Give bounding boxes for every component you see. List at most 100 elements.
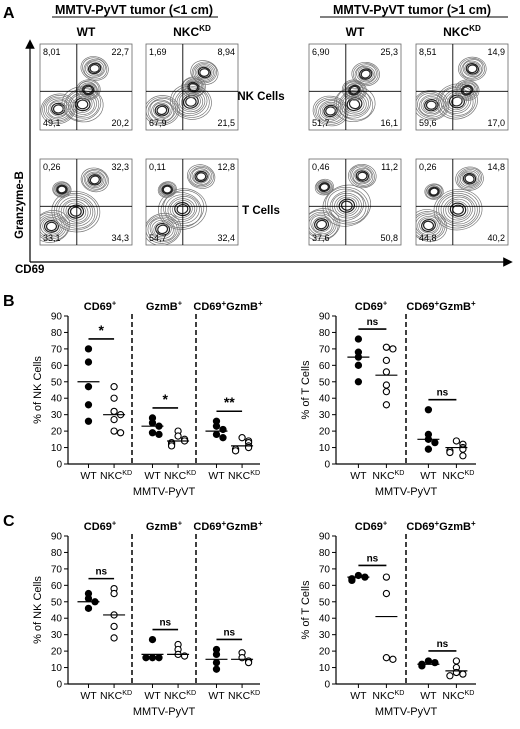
contour-ring	[157, 224, 169, 235]
y-tick-label: 90	[319, 312, 331, 323]
contour-ring	[462, 172, 477, 185]
contour-ring	[161, 184, 173, 195]
y-tick-label: 50	[319, 377, 331, 388]
quadrant-ur: 22,7	[111, 47, 129, 57]
contour-ring	[458, 56, 487, 81]
section-title: CD69+	[84, 299, 117, 313]
quadrant-ll: 33,1	[43, 233, 61, 243]
contour-ring	[425, 100, 437, 110]
data-point-nkc	[459, 452, 467, 460]
y-tick-label: 20	[319, 427, 331, 438]
significance-label: *	[99, 322, 105, 338]
contour-ring	[461, 171, 478, 186]
section-title: CD69+GzmB+	[406, 519, 476, 533]
y-tick-label: 30	[51, 630, 63, 641]
contour-ring	[63, 200, 89, 223]
quadrant-ur: 8,94	[217, 47, 235, 57]
contour-ring	[445, 198, 471, 221]
contour-ring	[45, 98, 71, 120]
data-point-nkc	[452, 657, 461, 665]
contour-ring	[76, 99, 89, 110]
quadrant-ul: 0,26	[43, 162, 61, 172]
contour-ring	[416, 212, 444, 239]
quadrant-ul: 8,01	[43, 47, 61, 57]
significance-label: ns	[95, 567, 107, 578]
contour-ring	[49, 101, 68, 117]
contour-ring	[451, 96, 463, 107]
data-point-wt	[431, 438, 439, 447]
contour-density	[40, 167, 109, 243]
y-tick-label: 80	[51, 548, 63, 559]
contour-ring	[315, 179, 333, 195]
y-tick-label: 30	[51, 410, 63, 421]
contour-ring	[340, 91, 369, 117]
contour-ring	[316, 180, 332, 194]
data-point-nkc	[110, 634, 118, 642]
contour-ring	[146, 95, 180, 126]
quadrant-ul: 0,26	[419, 162, 437, 172]
significance-label: ns	[437, 388, 449, 399]
data-point-wt	[212, 658, 221, 667]
contour-ring	[416, 90, 450, 121]
contour-ring	[184, 79, 202, 95]
section-title: CD69+	[355, 299, 388, 313]
contour-ring	[459, 58, 486, 80]
contour-ring	[419, 217, 438, 234]
contour-ring	[63, 88, 102, 121]
contour-ring	[196, 65, 213, 80]
significance-label: ns	[367, 553, 379, 564]
contour-ring	[156, 105, 168, 116]
contour-ring	[314, 178, 334, 196]
contour-ring	[181, 93, 201, 111]
contour-ring	[191, 168, 211, 185]
row-label-t: T Cells	[242, 205, 280, 217]
quadrant-ur: 14,8	[487, 162, 505, 172]
contour-ring	[194, 64, 214, 81]
contour-ring	[193, 169, 210, 184]
contour-ring	[459, 83, 475, 97]
y-tick-label: 70	[51, 344, 63, 355]
quadrant-ur: 32,3	[111, 162, 129, 172]
x-tick-label-nkc: NKCKD	[372, 469, 404, 482]
contour-ring	[199, 68, 210, 77]
y-tick-label: 70	[51, 564, 63, 575]
contour-ring	[189, 167, 213, 187]
data-point-wt	[424, 657, 433, 665]
dot-plot-B-ofnkcells: 0 10 20 30 40 50 60 70 80 90 % of NK Cells CD69+ * WT…	[32, 299, 263, 498]
contour-ring	[40, 210, 71, 243]
facs-plot-r0-c2: 6,90 25,3 51,7 16,1	[308, 43, 402, 131]
contour-ring	[160, 189, 205, 229]
data-point-nkc	[382, 343, 391, 351]
facs-plot-r0-c3: 8,51 14,9 59,6 17,0	[415, 43, 509, 131]
data-point-nkc	[110, 427, 118, 435]
quadrant-ul: 0,11	[149, 162, 166, 172]
contour-ring	[187, 164, 216, 189]
contour-ring	[52, 181, 72, 198]
panel-label-a: A	[3, 5, 15, 22]
data-point-wt	[148, 635, 157, 644]
contour-ring	[149, 217, 176, 241]
contour-ring	[417, 215, 440, 235]
y-tick-label: 20	[51, 427, 63, 438]
y-tick-label: 0	[56, 460, 62, 471]
facs-plot-r1-c0: 0,26 32,3 33,1 34,3	[39, 158, 133, 246]
data-point-wt	[212, 422, 221, 430]
y-tick-label: 40	[319, 394, 331, 405]
contour-ring	[467, 64, 478, 74]
contour-ring	[309, 210, 339, 240]
contour-ring	[181, 76, 206, 98]
col-header-1: NKCKD	[173, 24, 211, 39]
y-tick-label: 70	[319, 564, 331, 575]
data-point-wt	[155, 654, 163, 662]
section-title: CD69+GzmB+	[406, 299, 476, 313]
contour-ring	[416, 214, 442, 237]
quadrant-lr: 21,5	[217, 118, 235, 128]
data-point-nkc	[382, 401, 391, 409]
x-tick-label-wt: WT	[144, 470, 161, 482]
data-point-nkc	[382, 356, 391, 365]
quadrant-ll: 49,1	[43, 118, 61, 128]
contour-ring	[186, 80, 201, 94]
contour-ring	[456, 167, 483, 190]
contour-ring	[86, 173, 103, 187]
y-tick-label: 80	[319, 328, 331, 339]
